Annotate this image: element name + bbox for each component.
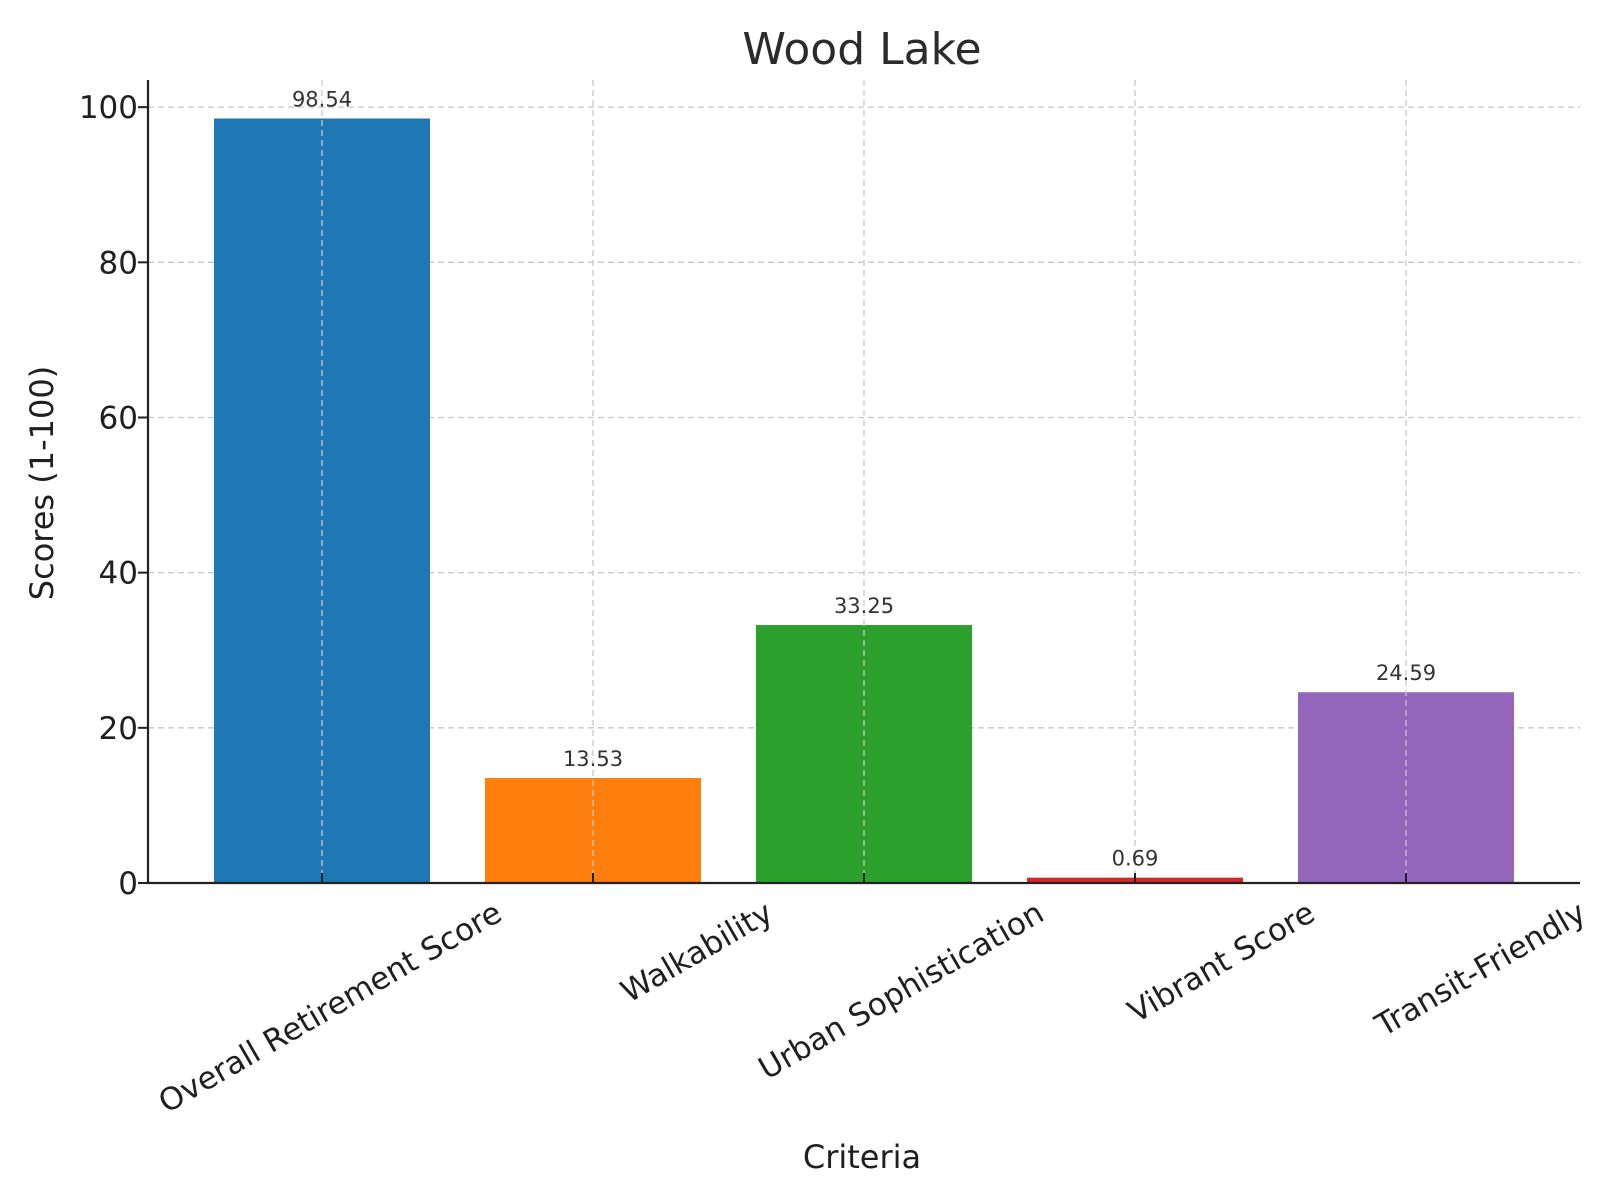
y-tick-label: 20 [99, 711, 138, 747]
data-label: 33.25 [834, 594, 894, 618]
x-tick-label: Overall Retirement Score [153, 895, 508, 1121]
x-tick-label: Walkability [615, 895, 779, 1011]
x-grid [321, 80, 1407, 883]
x-tick-label: Urban Sophistication [753, 895, 1050, 1087]
x-tick-label: Vibrant Score [1122, 895, 1321, 1031]
data-label: 24.59 [1376, 661, 1436, 685]
x-axis-title: Criteria [803, 1138, 921, 1176]
data-label: 0.69 [1112, 847, 1159, 871]
data-label: 98.54 [292, 87, 352, 111]
y-tick-label: 100 [79, 90, 138, 126]
y-tick-label: 0 [118, 866, 138, 902]
y-tick-label: 40 [99, 556, 138, 592]
chart-title: Wood Lake [742, 24, 981, 75]
y-axis-title: Scores (1-100) [23, 366, 61, 600]
y-tick-label: 60 [99, 400, 138, 436]
y-tick-label: 80 [99, 245, 138, 281]
x-tick-label: Transit-Friendly [1369, 895, 1592, 1045]
data-label: 13.53 [563, 747, 623, 771]
axes [138, 80, 1580, 885]
